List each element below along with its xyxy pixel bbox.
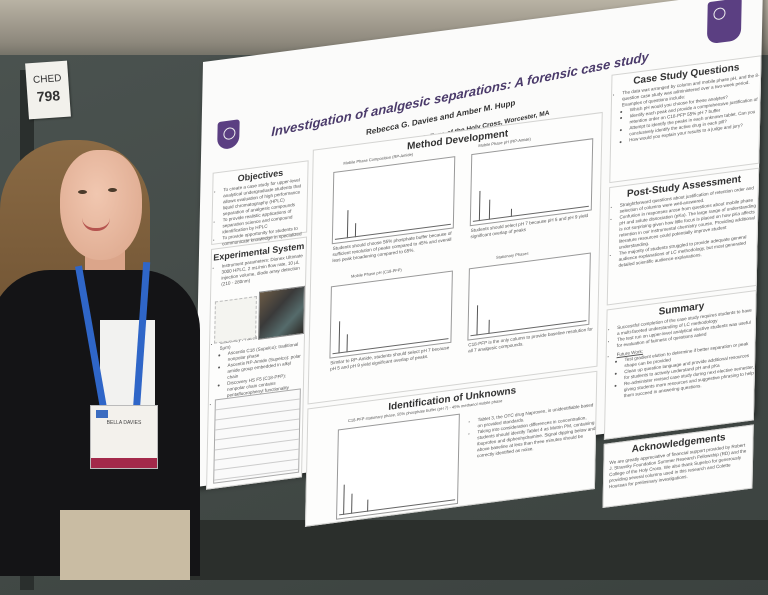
floor <box>190 520 768 580</box>
college-crest-icon <box>706 0 742 45</box>
instrument-photo <box>258 285 306 340</box>
chart-title: Stationary Phases <box>495 250 529 260</box>
eye <box>78 190 87 194</box>
skirt <box>60 510 190 580</box>
badge-name: BELLA DAVIES <box>106 420 142 426</box>
chromatogram-ph-rpamide <box>469 138 594 227</box>
face <box>60 150 142 260</box>
acs-logo-icon <box>96 410 108 418</box>
badge-ribbon <box>91 458 157 468</box>
college-crest-icon <box>217 119 240 151</box>
section-experimental-system: Experimental System Instrument parameter… <box>206 236 308 490</box>
conference-badge: BELLA DAVIES <box>90 405 158 469</box>
smile <box>82 218 110 231</box>
eye <box>108 188 117 192</box>
section-method-development: Method Development Mobile Phase Composit… <box>307 111 603 405</box>
section-summary: Summary Successful completion of the cas… <box>603 289 757 440</box>
section-case-study-questions: Case Study Questions The data was arrang… <box>609 55 762 184</box>
hplc-diagram <box>214 296 257 344</box>
section-objectives: Objectives To create a case study for up… <box>211 160 309 259</box>
chromatogram-stationary-phases <box>467 252 591 341</box>
chromatogram-unknowns <box>336 413 460 520</box>
chromatogram-composition <box>331 156 456 245</box>
chromatogram-ph-c18pfp <box>329 270 453 359</box>
presenter: BELLA DAVIES <box>0 0 220 580</box>
research-poster: Investigation of analgesic separations: … <box>194 0 763 527</box>
analyte-table <box>213 388 301 484</box>
section-post-study-assessment: Post-Study Assessment Straightforward qu… <box>606 167 760 306</box>
